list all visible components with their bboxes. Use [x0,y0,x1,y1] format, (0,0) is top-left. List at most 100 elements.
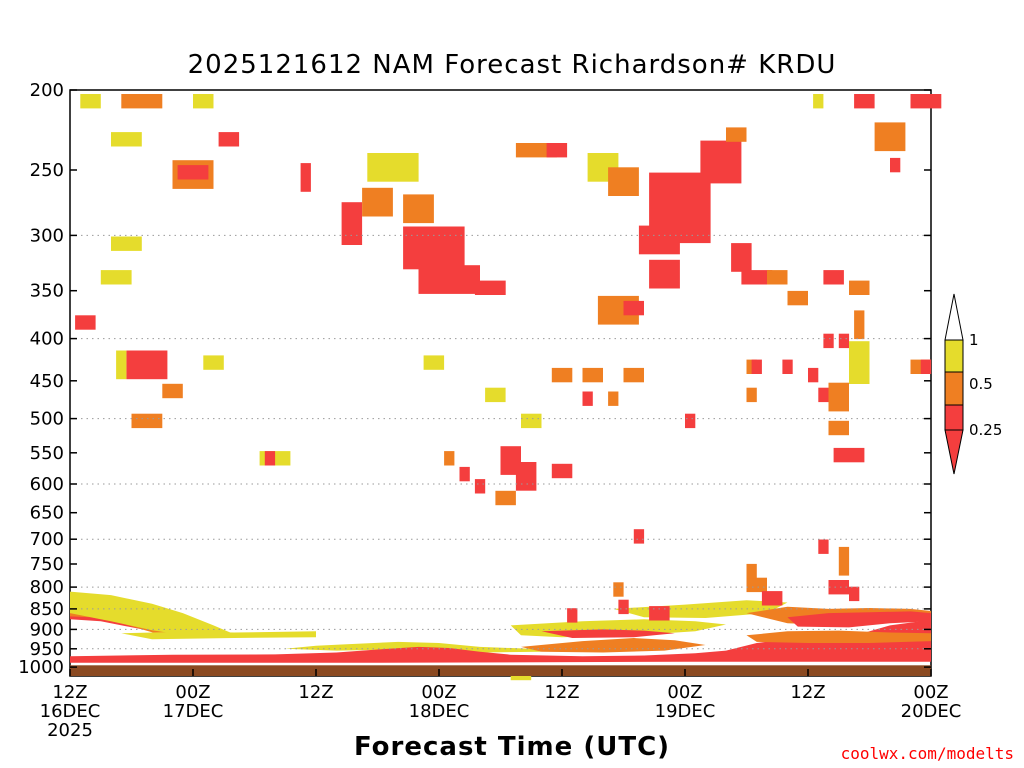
y-tick-label-550: 550 [30,443,64,464]
chart-title: 2025121612 NAM Forecast Richardson# KRDU [187,50,837,80]
richardson-cell-69 [818,387,829,403]
richardson-cell-38 [126,350,168,380]
richardson-cell-2 [193,94,214,109]
richardson-cell-18 [608,167,639,196]
cells-layer [75,94,942,681]
richardson-cell-70 [828,382,849,412]
legend-bin-0 [944,339,964,373]
richardson-cell-61 [623,367,644,383]
richardson-cell-23 [649,259,680,289]
richardson-cell-65 [746,387,757,403]
richardson-cell-48 [444,451,455,466]
richardson-cell-13 [418,265,480,294]
richardson-cell-90 [633,529,645,544]
y-tick-label-200: 200 [30,80,64,101]
richardson-cell-10 [367,153,419,182]
x-tick-label-36-2: 18DEC [409,701,470,722]
richardson-cell-60 [582,391,593,406]
richardson-cell-79 [818,539,829,554]
richardson-cell-88 [567,608,578,623]
richardson-cell-75 [849,341,870,384]
richardson-cell-51 [500,446,521,475]
y-axis: 200 250 300 350 400 450 500 550 600 650 700 7508008… [18,80,931,678]
richardson-cell-21 [726,127,747,142]
richardson-cell-86 [618,599,629,615]
richardson-cell-41 [131,413,163,429]
richardson-band-3 [121,631,316,640]
x-tick-label-84-1: 00Z [913,682,948,703]
x-tick-label-0-3: 2025 [47,720,93,741]
richardson-cell-78 [920,359,932,374]
x-tick-label-72-1: 12Z [790,682,825,703]
bands-layer [70,591,931,663]
richardson-cell-89 [613,582,624,597]
richardson-cell-72 [833,447,865,463]
y-tick-label-900: 900 [30,619,64,640]
y-tick-label-400: 400 [30,329,64,350]
richardson-cell-39 [116,350,127,380]
legend: 1 0.5 0.25 [944,293,1002,475]
richardson-cell-33 [890,157,901,173]
richardson-band-5 [70,619,931,663]
richardson-cell-55 [485,387,506,403]
y-tick-label-1000: 1000 [18,657,64,678]
richardson-band-2 [70,591,234,637]
richardson-cell-30 [823,270,844,285]
richardson-cell-82 [849,586,860,602]
richardson-cell-66 [751,359,762,374]
richardson-cell-76 [854,310,865,340]
richardson-cell-37 [75,315,96,330]
x-tick-label-0-2: 16DEC [40,701,101,722]
richardson-cell-85 [761,591,783,606]
richardson-cell-58 [551,367,573,383]
richardson-cell-6 [218,132,240,147]
richardson-cell-44 [203,355,224,370]
richardson-cell-49 [459,466,470,482]
richardson-cell-34 [910,94,942,109]
richardson-cell-71 [828,420,849,436]
x-tick-label-48-1: 12Z [544,682,579,703]
legend-bin-1 [944,371,964,406]
richardson-cell-12 [403,226,465,270]
richardson-cell-35 [854,94,875,109]
richardson-band-11 [787,611,931,628]
richardson-cell-14 [474,280,506,295]
richardson-cell-52 [515,462,537,491]
richardson-cell-84 [746,563,757,579]
richardson-cell-9 [362,187,393,217]
legend-bin-2 [944,404,964,431]
y-tick-label-500: 500 [30,409,64,430]
x-tick-label-84-2: 20DEC [901,701,962,722]
richardson-cell-40 [162,383,183,399]
y-tick-label-800: 800 [30,577,64,598]
richardson-cell-87 [649,606,670,621]
richardson-cell-46 [264,451,276,466]
richardson-cell-3 [111,132,142,147]
legend-label-0: 1 [969,331,979,349]
y-tick-label-700: 700 [30,529,64,550]
richardson-cell-31 [849,280,870,295]
y-tick-label-650: 650 [30,503,64,524]
credit-text[interactable]: coolwx.com/modelts [840,744,1014,763]
legend-label-2: 0.25 [969,421,1002,439]
richardson-cell-0 [80,94,101,109]
richardson-cell-67 [782,359,793,374]
richardson-cell-43 [100,270,132,285]
x-tick-label-0-1: 12Z [52,682,87,703]
richardson-cell-54 [521,413,542,429]
richardson-cell-8 [341,202,363,245]
y-tick-label-450: 450 [30,371,64,392]
richardson-cell-28 [767,270,788,285]
richardson-band-8 [541,629,675,638]
richardson-cell-16 [546,143,568,158]
richardson-cell-56 [551,463,563,479]
y-tick-label-950: 950 [30,639,64,660]
y-tick-label-250: 250 [30,160,64,181]
richardson-cell-25 [623,300,644,316]
richardson-cell-20 [700,140,742,184]
richardson-cell-80 [838,546,850,576]
richardson-band-12 [746,630,931,643]
ground-strip [70,665,931,676]
